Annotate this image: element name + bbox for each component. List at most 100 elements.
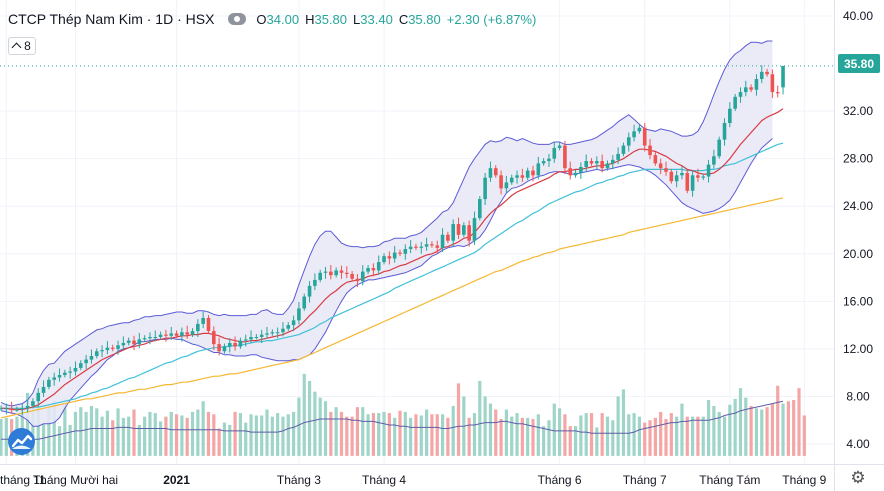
- volume-bar: [57, 426, 62, 456]
- high-label: H: [305, 11, 315, 27]
- volume-bar: [361, 407, 365, 456]
- candle: [233, 342, 237, 347]
- candle: [509, 177, 514, 183]
- candle: [73, 367, 78, 372]
- candle: [334, 270, 338, 276]
- candle: [0, 408, 3, 410]
- candle: [79, 363, 83, 368]
- volume-bar: [174, 414, 179, 456]
- volume-bar: [371, 413, 375, 456]
- eye-icon[interactable]: [228, 13, 247, 25]
- candle: [706, 164, 711, 177]
- candle: [222, 346, 227, 352]
- candle: [185, 332, 189, 335]
- gear-icon[interactable]: ⚙: [850, 468, 866, 487]
- candle: [89, 356, 94, 360]
- volume-bar: [382, 411, 386, 456]
- symbol-title[interactable]: CTCP Thép Nam Kim · 1D · HSX: [8, 11, 215, 27]
- volume-bar: [669, 413, 673, 456]
- candle: [515, 175, 519, 178]
- candle: [392, 252, 397, 259]
- volume-bar: [254, 415, 258, 456]
- candle: [563, 145, 567, 169]
- volume-bar: [797, 388, 801, 456]
- candle: [632, 131, 636, 138]
- candle: [589, 161, 594, 164]
- candle: [472, 218, 477, 241]
- volume-bar: [696, 416, 700, 456]
- volume-bar: [637, 416, 641, 456]
- volume-bar: [95, 408, 99, 456]
- candle: [765, 71, 769, 75]
- price-axis[interactable]: 40.00 32.00 28.00 24.00 20.00 16.00 12.00 8.00 4…: [843, 9, 873, 451]
- volume-bar: [717, 411, 721, 456]
- candle: [626, 137, 631, 146]
- volume-bar: [105, 410, 109, 456]
- candle: [371, 268, 376, 271]
- candle: [169, 333, 174, 336]
- volume-bar: [712, 405, 716, 456]
- candle: [403, 249, 408, 254]
- candle: [446, 234, 450, 241]
- candle: [722, 123, 727, 140]
- volume-bar: [366, 414, 370, 456]
- volume-bar: [579, 415, 583, 456]
- candle: [355, 278, 360, 282]
- volume-bar: [307, 380, 312, 456]
- candle: [584, 161, 588, 167]
- volume-bar: [568, 426, 572, 456]
- volume-bar: [440, 414, 445, 456]
- volume-bar: [499, 419, 503, 456]
- open-value: 34.00: [266, 11, 300, 27]
- price-tick-label: 20.00: [843, 247, 873, 261]
- volume-bar: [531, 419, 535, 456]
- volume-bar: [52, 401, 56, 456]
- close-label: C: [398, 11, 409, 27]
- moving-averages: [0, 108, 784, 419]
- candle: [493, 168, 498, 176]
- candle: [621, 145, 626, 154]
- candle: [557, 145, 562, 148]
- bollinger-lower-line: [0, 138, 773, 427]
- volume-bar: [313, 391, 317, 456]
- volume-bar: [446, 417, 450, 456]
- volume-bar: [542, 426, 546, 456]
- candle: [153, 337, 158, 338]
- volume-bar: [584, 413, 588, 456]
- volume-bar: [754, 408, 759, 456]
- volume-bar: [701, 416, 705, 456]
- candle: [664, 168, 668, 172]
- tradingview-logo-icon[interactable]: [8, 428, 35, 455]
- volume-bar: [73, 411, 78, 456]
- volume-bar: [206, 411, 211, 456]
- volume-bar: [148, 411, 152, 456]
- price-tick-label: 24.00: [843, 199, 873, 213]
- candle: [552, 147, 557, 159]
- candle: [63, 372, 67, 376]
- candle: [297, 308, 301, 321]
- candle: [424, 244, 429, 247]
- time-tick-label: Tháng 7: [623, 473, 667, 487]
- candle: [781, 65, 785, 88]
- volume-bar: [749, 405, 753, 456]
- candle: [541, 161, 546, 164]
- volume-bar: [451, 405, 455, 456]
- volume-bar: [573, 426, 578, 456]
- candle: [440, 234, 445, 248]
- low-label: L: [353, 11, 361, 27]
- volume-bar: [600, 413, 604, 456]
- volume-bar: [270, 416, 274, 456]
- volume-bar: [334, 407, 338, 456]
- candle: [265, 333, 269, 335]
- candle: [201, 317, 205, 324]
- candle: [350, 273, 354, 279]
- last-price-label: 35.80: [838, 54, 880, 73]
- indicators-toggle-button[interactable]: 8: [8, 37, 36, 55]
- volume-bar: [595, 427, 599, 456]
- low-value: 33.40: [360, 11, 393, 27]
- candle: [754, 79, 759, 90]
- price-tick-label: 12.00: [843, 342, 873, 356]
- volume-bar: [776, 385, 780, 456]
